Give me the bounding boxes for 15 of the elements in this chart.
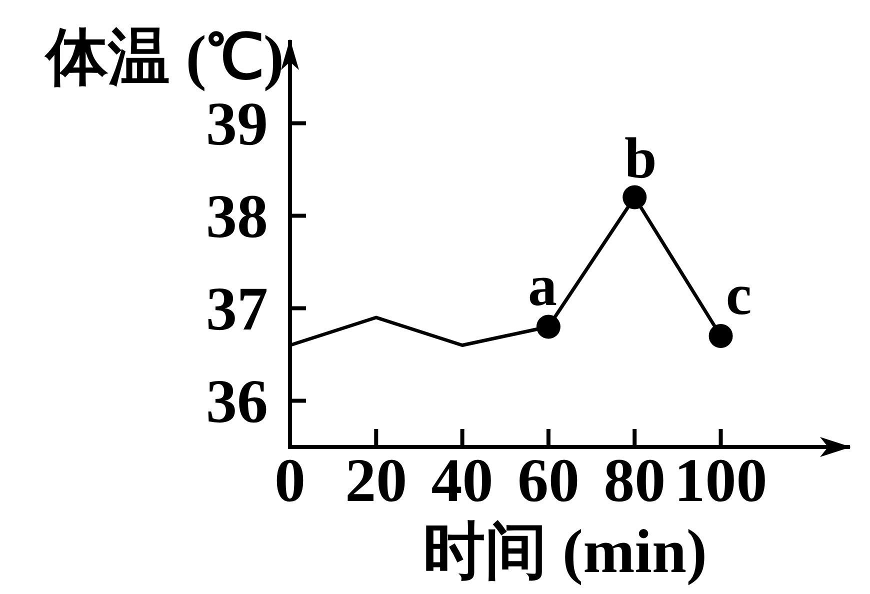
- point-label: b: [624, 125, 657, 190]
- x-tick-label: 60: [517, 447, 580, 515]
- y-tick-label: 37: [206, 275, 268, 344]
- y-tick-label: 38: [206, 182, 268, 251]
- point-label: a: [528, 252, 557, 318]
- y-axis-title: 体温 (℃): [46, 24, 284, 92]
- point-label: c: [726, 262, 752, 327]
- x-tick-label: 20: [345, 447, 408, 515]
- x-tick-label: 100: [674, 447, 768, 515]
- y-tick-label: 36: [206, 368, 268, 436]
- x-tick-label: 40: [431, 447, 494, 515]
- x-tick-label: 80: [604, 447, 666, 515]
- x-tick-label: 0: [274, 447, 306, 515]
- x-axis-title: 时间 (min): [422, 518, 708, 586]
- y-tick-label: 39: [206, 90, 268, 158]
